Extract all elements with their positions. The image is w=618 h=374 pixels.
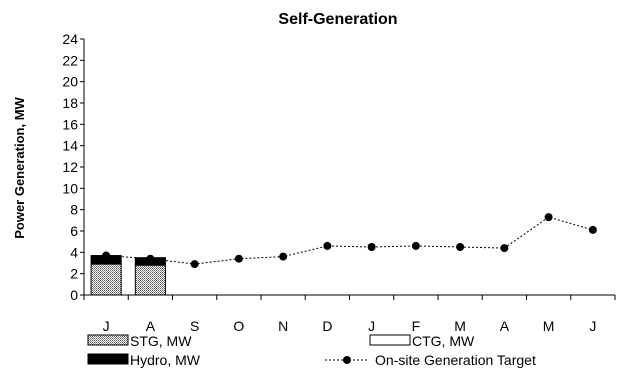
y-tick-label: 12 — [62, 159, 78, 175]
target-point — [323, 241, 332, 250]
y-tick-label: 8 — [70, 202, 78, 218]
target-point — [102, 251, 111, 260]
chart-title: Self-Generation — [278, 11, 397, 28]
x-tick-label: M — [543, 318, 555, 334]
y-axis-label: Power Generation, MW — [12, 96, 27, 238]
y-tick-label: 18 — [62, 95, 78, 111]
x-tick-label: A — [146, 318, 156, 334]
x-tick-label: F — [412, 318, 421, 334]
y-tick-label: 24 — [62, 31, 78, 47]
x-tick-label: J — [589, 318, 596, 334]
target-point — [146, 254, 155, 263]
legend-swatch-ctg — [369, 334, 411, 346]
y-tick-label: 6 — [70, 223, 78, 239]
y-tick-label: 4 — [70, 244, 78, 260]
x-tick-label: M — [454, 318, 466, 334]
x-tick-label: N — [278, 318, 288, 334]
x-tick-label: J — [103, 318, 110, 334]
target-point — [500, 244, 509, 253]
x-tick-label: J — [368, 318, 375, 334]
y-tick-label: 22 — [62, 52, 78, 68]
y-tick-label: 10 — [62, 180, 78, 196]
y-tick-label: 16 — [62, 116, 78, 132]
bar-stg — [90, 263, 122, 296]
legend-label: On-site Generation Target — [375, 352, 536, 368]
target-point — [367, 243, 376, 251]
legend-swatch-target-marker — [343, 356, 351, 364]
legend-label: Hydro, MW — [130, 352, 201, 368]
target-point — [456, 243, 465, 251]
x-tick-label: D — [322, 318, 332, 334]
target-point — [234, 254, 243, 263]
y-tick-label: 20 — [62, 74, 78, 90]
legend-swatch-hydro — [87, 353, 129, 365]
bar-stg — [134, 264, 166, 296]
target-point — [411, 241, 420, 250]
y-tick-label: 0 — [70, 287, 78, 303]
target-line — [106, 216, 594, 265]
y-tick-label: 2 — [70, 266, 78, 282]
legend-label: CTG, MW — [412, 333, 475, 349]
target-point — [190, 260, 199, 269]
legend-label: STG, MW — [130, 333, 192, 349]
target-point — [544, 213, 553, 222]
legend-swatch-stg — [87, 334, 129, 346]
x-tick-label: A — [500, 318, 510, 334]
target-point — [588, 225, 597, 234]
x-tick-label: S — [190, 318, 199, 334]
x-tick-label: O — [233, 318, 244, 334]
legend: STG, MW CTG, MW Hydro, MW On-site Generatio… — [87, 333, 536, 368]
y-tick-label: 14 — [62, 138, 78, 154]
target-point — [279, 252, 288, 261]
